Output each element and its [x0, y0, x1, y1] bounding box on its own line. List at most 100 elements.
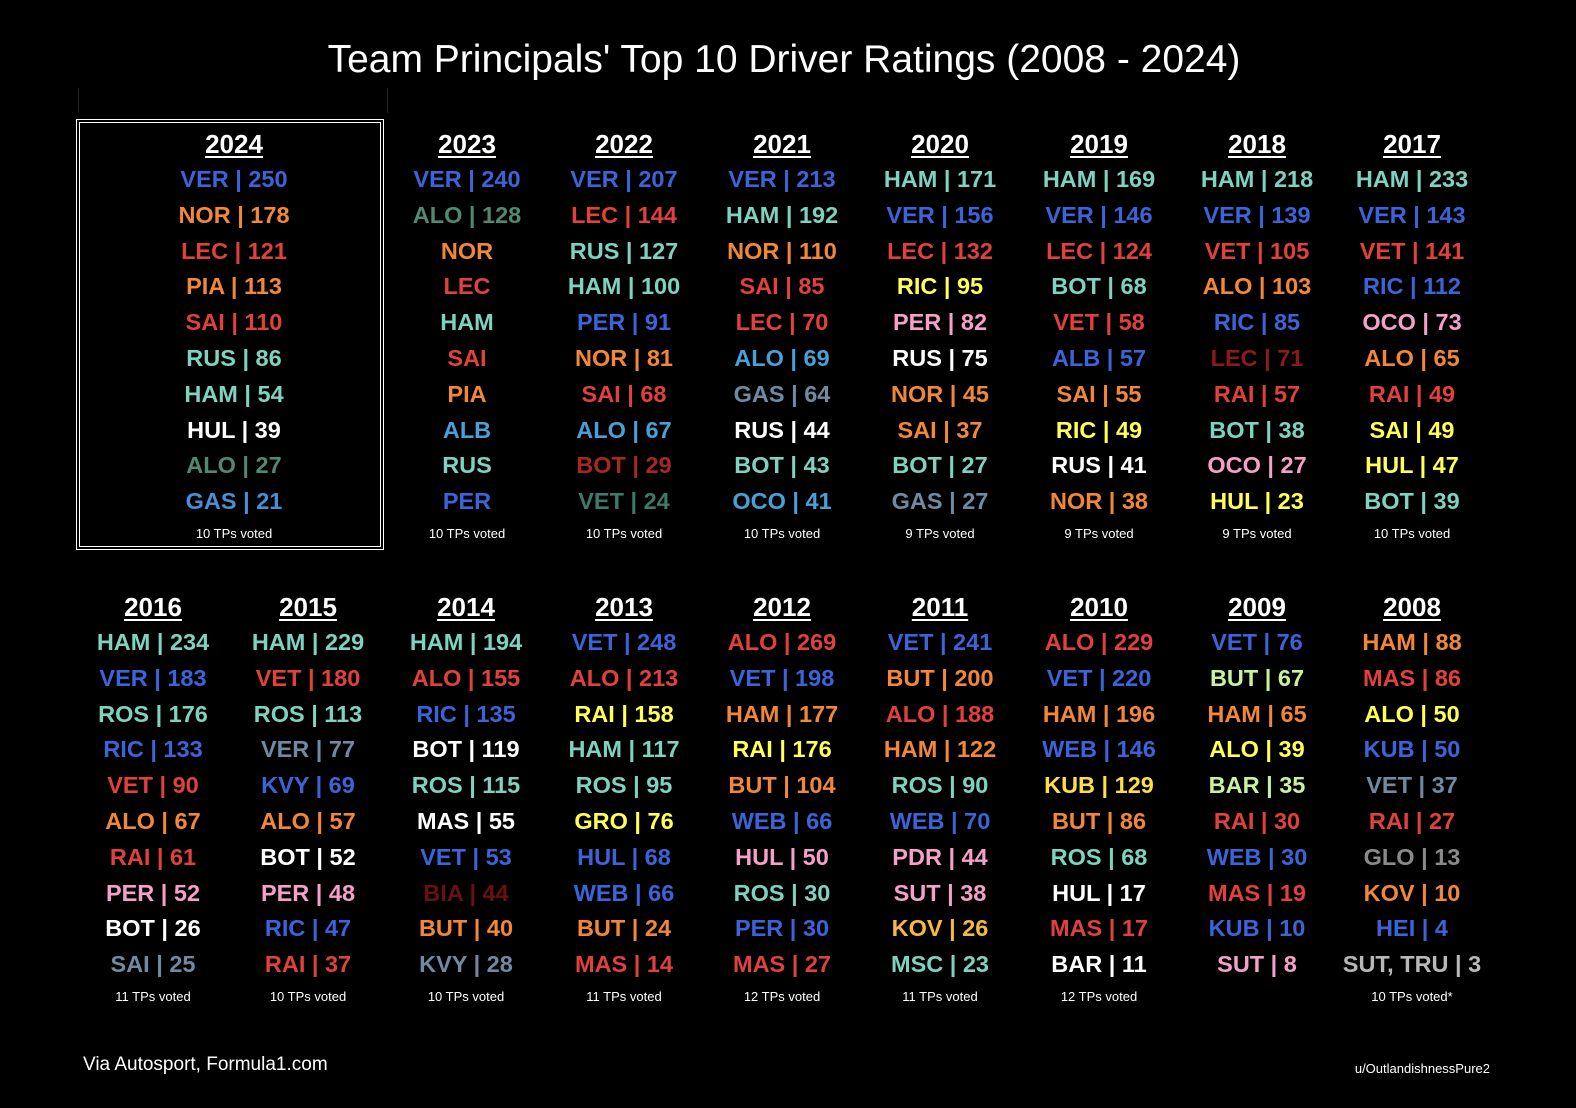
driver-rating-entry: BOT | 119 [412, 736, 520, 763]
driver-rating-entry: BOT | 26 [105, 915, 201, 942]
driver-rating-entry: SAI | 110 [185, 309, 283, 336]
driver-rating-entry: RIC | 49 [1055, 416, 1143, 443]
driver-rating-entry: OCO | 73 [1362, 309, 1462, 336]
driver-rating-entry: HAM | 117 [568, 736, 680, 763]
driver-rating-entry: VER | 139 [1203, 201, 1311, 228]
driver-rating-entry: SUT | 8 [1217, 951, 1297, 978]
driver-rating-entry: HUL | 47 [1365, 452, 1459, 479]
year-column-2017: 2017 HAM | 233 VER | 143 VET | 141 RIC | 112… [1312, 126, 1512, 542]
driver-rating-entry: MSC | 23 [891, 951, 989, 978]
decorative-frame-stub [78, 88, 388, 113]
driver-rating-entry: NOR | 110 [727, 237, 837, 264]
driver-rating-entry: VER | 250 [180, 166, 288, 192]
driver-rating-entry: HAM | 196 [1042, 700, 1156, 727]
driver-rating-entry: RUS | 44 [734, 416, 830, 443]
year-heading: 2016 [124, 592, 182, 622]
driver-rating-entry: ALO | 128 [412, 201, 522, 228]
tps-voted-note: 10 TPs voted [195, 525, 273, 541]
driver-rating-entry: BOT | 27 [892, 452, 988, 479]
driver-rating-entry: WEB | 30 [1206, 843, 1308, 870]
driver-rating-entry: ALO | 67 [105, 807, 201, 834]
driver-rating-entry: MAS | 14 [575, 951, 673, 978]
driver-rating-entry: ALO | 229 [1044, 629, 1154, 655]
driver-rating-entry: BUT | 24 [576, 915, 672, 942]
driver-rating-entry: LEC | 121 [181, 237, 287, 264]
driver-rating-entry: HAM | 88 [1362, 629, 1462, 655]
driver-rating-entry: NOR | 81 [575, 344, 673, 371]
driver-rating-entry: MAS | 86 [1363, 664, 1461, 691]
driver-rating-entry: RIC | 95 [896, 273, 984, 300]
driver-rating-entry: OCO | 41 [732, 488, 832, 515]
driver-rating-entry: BOT | 39 [1364, 488, 1460, 515]
driver-rating-entry: ALO | 65 [1364, 344, 1460, 371]
year-heading: 2015 [279, 592, 337, 622]
driver-rating-entry: ALO | 67 [576, 416, 672, 443]
driver-rating-entry: SAI | 37 [897, 416, 983, 443]
driver-rating-entry: HAM | 122 [883, 736, 997, 763]
driver-rating-entry: HAM | 229 [251, 629, 365, 655]
driver-rating-entry: RUS | 127 [569, 237, 679, 264]
driver-rating-entry: BAR | 35 [1208, 772, 1306, 799]
author-credit: u/OutlandishnessPure2 [1354, 1061, 1490, 1076]
driver-rating-entry: ALO | 50 [1364, 700, 1460, 727]
year-heading: 2018 [1228, 129, 1286, 159]
driver-rating-entry: BUT | 86 [1051, 807, 1147, 834]
driver-rating-entry: RAI | 57 [1213, 380, 1301, 407]
driver-rating-entry: SAI | 49 [1369, 416, 1455, 443]
driver-rating-entry: GLO | 13 [1363, 843, 1461, 870]
driver-rating-entry: HAM | 194 [409, 629, 523, 655]
source-note: Via Autosport, Formula1.com [83, 1054, 328, 1075]
driver-rating-entry: HUL | 39 [187, 416, 281, 443]
highlight-box-2024 [76, 119, 384, 550]
driver-rating-entry: ALO | 103 [1202, 273, 1312, 300]
driver-rating-entry: NOR | 38 [1050, 488, 1148, 515]
driver-rating-entry: HAM | 234 [96, 629, 210, 655]
driver-rating-entry: NOR [440, 237, 494, 264]
driver-rating-entry: MAS | 27 [733, 951, 831, 978]
driver-rating-entry: ROS | 113 [253, 700, 363, 727]
page-title: Team Principals' Top 10 Driver Ratings (… [327, 38, 1241, 81]
driver-rating-entry: ROS | 115 [411, 772, 521, 799]
driver-rating-entry: SUT | 38 [893, 879, 987, 906]
year-heading: 2020 [911, 129, 969, 159]
driver-rating-entry: KOV | 26 [891, 915, 989, 942]
driver-rating-entry: LEC | 70 [735, 309, 829, 336]
driver-rating-entry: ALO | 269 [727, 629, 837, 655]
driver-rating-entry: RAI | 158 [574, 700, 674, 727]
driver-rating-entry: WEB | 70 [889, 807, 991, 834]
driver-rating-entry: GAS | 27 [891, 488, 989, 515]
driver-rating-entry: PER | 52 [105, 879, 201, 906]
tps-voted-note: 10 TPs voted [269, 988, 347, 1004]
driver-rating-entry: PER | 30 [734, 915, 830, 942]
tps-voted-note: 11 TPs voted [115, 988, 191, 1004]
driver-rating-entry: PER [442, 488, 492, 515]
driver-rating-entry: HUL | 50 [735, 843, 829, 870]
driver-rating-entry: HAM | 171 [883, 166, 997, 192]
driver-rating-entry: VER | 156 [886, 201, 994, 228]
year-heading: 2010 [1070, 592, 1128, 622]
driver-rating-entry: WEB | 66 [573, 879, 675, 906]
driver-rating-entry: BIA | 44 [423, 879, 509, 906]
driver-rating-entry: GAS | 21 [185, 488, 283, 515]
driver-rating-entry: LEC [443, 273, 491, 300]
tps-voted-note: 12 TPs voted [743, 988, 821, 1004]
year-column-2008: 2008 HAM | 88 MAS | 86 ALO | 50 KUB | 50 VET … [1312, 589, 1512, 1005]
driver-rating-entry: HAM | 65 [1207, 700, 1307, 727]
driver-rating-entry: RUS | 75 [892, 344, 988, 371]
driver-rating-entry: HAM [440, 309, 494, 336]
year-heading: 2013 [595, 592, 653, 622]
year-heading: 2012 [753, 592, 811, 622]
year-heading: 2017 [1383, 129, 1441, 159]
driver-rating-entry: HAM | 218 [1200, 166, 1314, 192]
driver-rating-entry: MAS | 17 [1050, 915, 1148, 942]
driver-rating-entry: HUL | 17 [1052, 879, 1146, 906]
driver-rating-entry: HAM | 233 [1355, 166, 1469, 192]
driver-rating-entry: BOT | 43 [734, 452, 830, 479]
driver-rating-entry: PER | 91 [576, 309, 672, 336]
driver-rating-entry: HAM | 177 [725, 700, 839, 727]
tps-voted-note: 11 TPs voted [586, 988, 662, 1004]
driver-rating-entry: SAI | 68 [581, 380, 667, 407]
driver-rating-entry: ALO | 39 [1209, 736, 1305, 763]
driver-rating-entry: RAI | 27 [1368, 807, 1456, 834]
driver-rating-entry: KUB | 129 [1044, 772, 1154, 799]
